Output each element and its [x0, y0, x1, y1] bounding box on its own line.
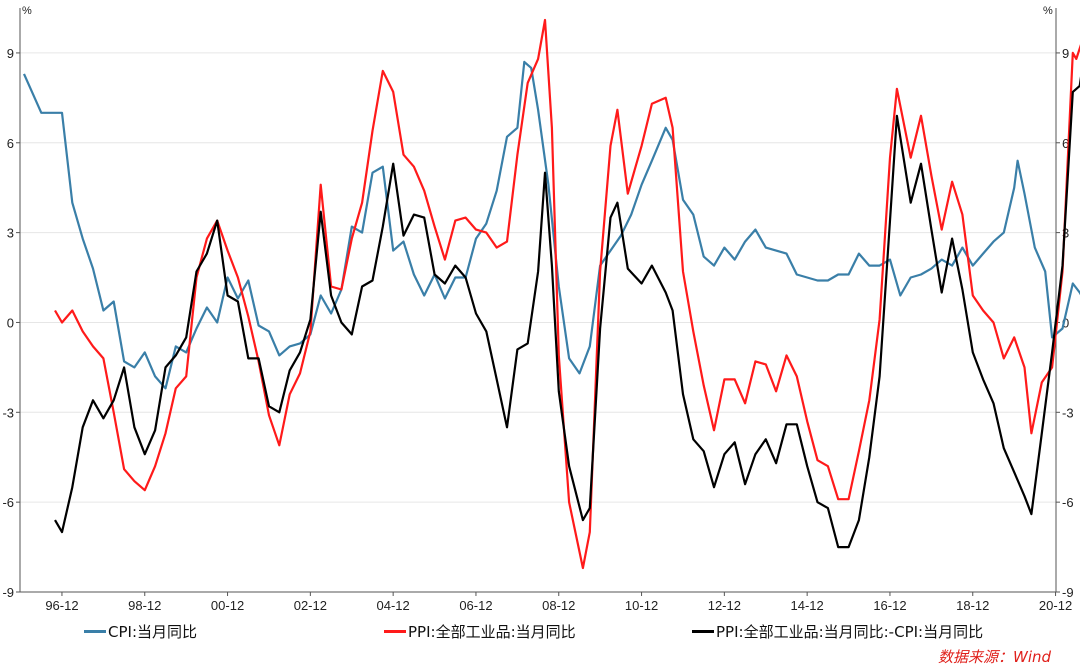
y-tick-label-right: -6 — [1062, 495, 1074, 510]
y-tick-label-left: -9 — [2, 585, 14, 600]
y-tick-label-right: 6 — [1062, 136, 1069, 151]
series-line-cpi — [22, 60, 1080, 390]
x-tick-label: 18-12 — [956, 598, 989, 613]
y-tick-label-left: 6 — [7, 136, 14, 151]
x-tick-label: 00-12 — [211, 598, 244, 613]
y-axis-left-ticks: 9 6 3 0 -3 -6 -9 — [2, 46, 14, 600]
legend-swatch-cpi — [84, 629, 106, 633]
data-source-note: 数据来源：Wind — [938, 648, 1052, 666]
legend-swatch-ppi — [384, 629, 406, 633]
legend-item-ppi: PPI:全部工业品:当月同比 — [384, 620, 576, 642]
y-tick-label-right: 3 — [1062, 226, 1069, 241]
x-tick-label: 04-12 — [377, 598, 410, 613]
y-tick-label-left: -3 — [2, 405, 14, 420]
axes — [16, 8, 1060, 596]
legend-label-ppi: PPI:全部工业品:当月同比 — [408, 622, 576, 641]
x-tick-label: 16-12 — [873, 598, 906, 613]
series-lines — [22, 18, 1080, 570]
y-tick-label-right: -9 — [1062, 585, 1074, 600]
x-tick-label: 98-12 — [128, 598, 161, 613]
x-tick-label: 10-12 — [625, 598, 658, 613]
series-line-ppi-minus-cpi — [54, 76, 1080, 549]
x-tick-label: 06-12 — [459, 598, 492, 613]
y-axis-left-unit: % — [22, 5, 32, 17]
legend-item-cpi: CPI:当月同比 — [84, 620, 197, 642]
y-tick-label-right: 9 — [1062, 46, 1069, 61]
x-axis-ticks: 96-12 98-12 00-12 02-12 04-12 06-12 08-12 10-12… — [45, 598, 1072, 613]
legend-swatch-ppi-minus-cpi — [692, 629, 714, 633]
y-tick-label-right: 0 — [1062, 315, 1069, 330]
y-axis-right-ticks: 9 6 3 0 -3 -6 -9 — [1062, 46, 1074, 600]
legend-label-cpi: CPI:当月同比 — [108, 622, 197, 641]
y-tick-label-left: 0 — [7, 315, 14, 330]
legend-item-ppi-minus-cpi: PPI:全部工业品:当月同比:-CPI:当月同比 — [692, 620, 983, 642]
y-tick-label-right: -3 — [1062, 405, 1074, 420]
legend-label-ppi-minus-cpi: PPI:全部工业品:当月同比:-CPI:当月同比 — [716, 622, 984, 641]
y-tick-label-left: 3 — [7, 226, 14, 241]
x-tick-label: 20-12 — [1039, 598, 1072, 613]
series-line-ppi — [54, 18, 1080, 570]
y-tick-label-left: 9 — [7, 46, 14, 61]
x-tick-label: 02-12 — [294, 598, 327, 613]
y-axis-right-unit: % — [1043, 5, 1053, 17]
x-tick-label: 14-12 — [791, 598, 824, 613]
y-tick-label-left: -6 — [2, 495, 14, 510]
x-tick-label: 96-12 — [45, 598, 78, 613]
x-tick-label: 12-12 — [708, 598, 741, 613]
x-tick-label: 08-12 — [542, 598, 575, 613]
